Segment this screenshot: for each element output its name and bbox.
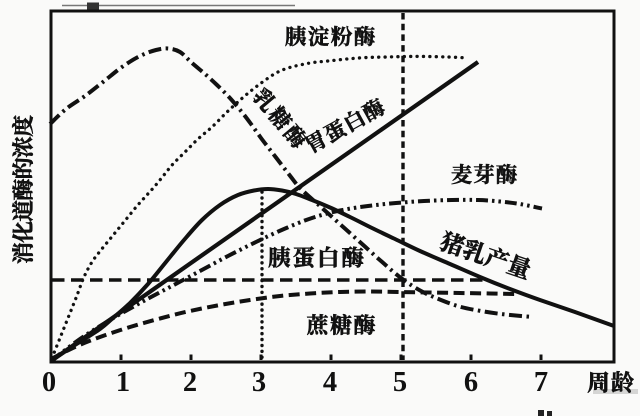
svg-text:5: 5 [393,367,407,398]
svg-text:1: 1 [116,367,130,398]
svg-text:0: 0 [42,367,56,398]
svg-text:7: 7 [534,367,548,398]
svg-text:2: 2 [183,367,197,398]
svg-text:6: 6 [464,367,478,398]
svg-text:4: 4 [323,367,337,398]
svg-text:3: 3 [252,367,266,398]
